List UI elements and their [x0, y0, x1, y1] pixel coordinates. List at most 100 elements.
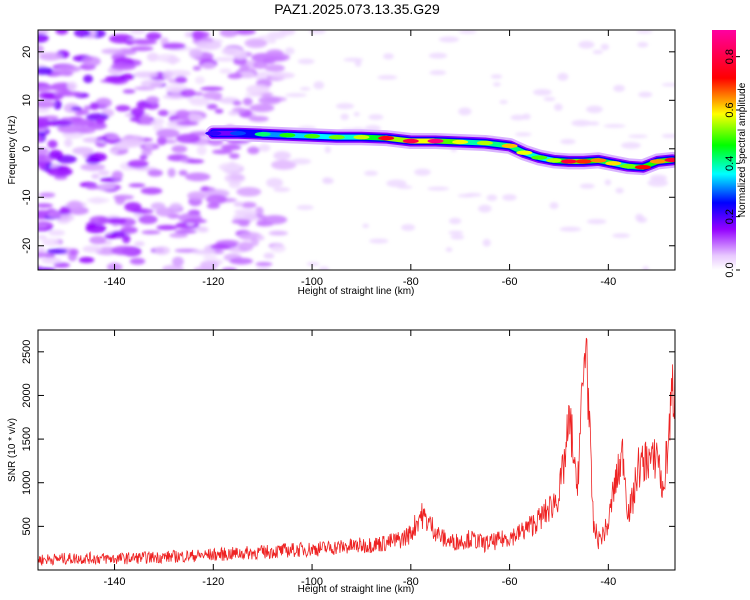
noise-blob	[146, 96, 160, 105]
noise-blob	[83, 74, 94, 84]
noise-blob	[48, 149, 63, 160]
noise-blob	[247, 146, 260, 155]
noise-blob	[427, 186, 450, 191]
noise-blob	[96, 184, 116, 190]
noise-blob	[176, 133, 201, 144]
noise-blob	[270, 244, 286, 253]
noise-blob	[147, 169, 163, 177]
noise-blob	[141, 230, 161, 235]
noise-blob	[228, 153, 240, 159]
spectrogram-signal-ridge	[205, 125, 675, 176]
noise-blob	[38, 66, 54, 75]
noise-blob	[110, 230, 126, 239]
snr-frame	[37, 329, 676, 571]
noise-blob	[613, 84, 625, 92]
noise-blob	[210, 243, 230, 250]
ridge-point	[476, 140, 493, 146]
noise-blob	[228, 110, 239, 116]
noise-blob	[490, 74, 503, 79]
noise-blob	[560, 138, 576, 145]
spectrogram-x-tick-label: -120	[202, 276, 224, 288]
ridge-point	[452, 139, 469, 145]
noise-blob	[48, 229, 65, 236]
ridge-point	[531, 155, 548, 160]
noise-blob	[47, 139, 58, 149]
noise-blob	[187, 191, 207, 201]
ridge-point	[649, 159, 666, 164]
spectrogram-y-tick-label: 0	[21, 146, 33, 152]
noise-blob	[197, 227, 209, 233]
colorbar-tick-label: 0.4	[724, 156, 736, 171]
noise-blob	[139, 115, 151, 125]
noise-blob	[139, 154, 148, 160]
noise-blob	[38, 33, 49, 43]
noise-blob	[256, 235, 265, 241]
noise-blob	[85, 223, 107, 234]
noise-blob	[53, 100, 62, 110]
noise-blob	[115, 105, 131, 112]
noise-blob	[206, 103, 218, 110]
noise-blob	[642, 266, 650, 270]
snr-x-tick-label: -100	[301, 576, 323, 588]
noise-blob	[85, 185, 100, 190]
noise-blob	[77, 109, 90, 116]
noise-blob	[95, 97, 112, 108]
spectrogram-x-tick-label: -140	[104, 276, 126, 288]
noise-blob	[38, 86, 55, 92]
noise-blob	[486, 194, 498, 201]
noise-blob	[499, 100, 508, 104]
noise-blob	[258, 144, 271, 152]
colorbar-tick-label: 0.0	[724, 262, 736, 277]
noise-blob	[362, 223, 370, 228]
noise-blob	[140, 79, 164, 88]
noise-blob	[95, 118, 106, 125]
noise-blob	[448, 230, 464, 235]
noise-blob	[255, 206, 264, 217]
snr-x-axis-label: Height of straight line (km)	[298, 584, 415, 595]
noise-blob	[377, 75, 398, 80]
ridge-point	[279, 133, 296, 138]
noise-blob	[249, 103, 275, 113]
snr-x-tick-label: -80	[403, 576, 419, 588]
noise-blob	[257, 35, 283, 40]
noise-blob	[364, 170, 378, 176]
snr-y-ticks: 500 1000 1500 2000 2500	[21, 340, 675, 536]
noise-blob	[271, 159, 297, 170]
noise-blob	[532, 89, 552, 96]
colorbar-label: Normalized spectral amplitude	[737, 82, 748, 217]
noise-blob	[174, 229, 198, 234]
noise-blob	[201, 62, 216, 70]
noise-blob	[130, 107, 145, 117]
noise-blob	[169, 202, 183, 211]
noise-blob	[82, 245, 102, 253]
noise-blob	[186, 159, 205, 164]
noise-blob	[258, 96, 282, 105]
spectrogram-y-tick-label: 20	[21, 46, 33, 58]
snr-series	[38, 337, 675, 567]
noise-blob	[38, 108, 50, 113]
noise-blob	[266, 177, 284, 188]
noise-blob	[156, 224, 178, 231]
noise-blob	[234, 209, 258, 215]
noise-blob	[47, 210, 62, 219]
ridge-point	[516, 150, 533, 155]
noise-blob	[69, 248, 79, 256]
noise-blob	[661, 83, 675, 87]
noise-blob	[600, 43, 610, 51]
ridge-point	[501, 143, 518, 149]
ridge-point	[546, 158, 563, 163]
noise-blob	[253, 60, 268, 69]
noise-blob	[105, 134, 120, 141]
snr-x-tick-label: -40	[600, 576, 616, 588]
snr-line	[38, 337, 675, 567]
noise-blob	[247, 40, 267, 46]
noise-blob	[47, 166, 73, 177]
noise-blob	[91, 173, 100, 179]
noise-blob	[218, 162, 242, 172]
noise-blob	[86, 197, 110, 204]
noise-blob	[231, 218, 251, 225]
noise-blob	[133, 213, 143, 218]
noise-blob	[196, 145, 207, 156]
noise-blob	[638, 91, 653, 98]
